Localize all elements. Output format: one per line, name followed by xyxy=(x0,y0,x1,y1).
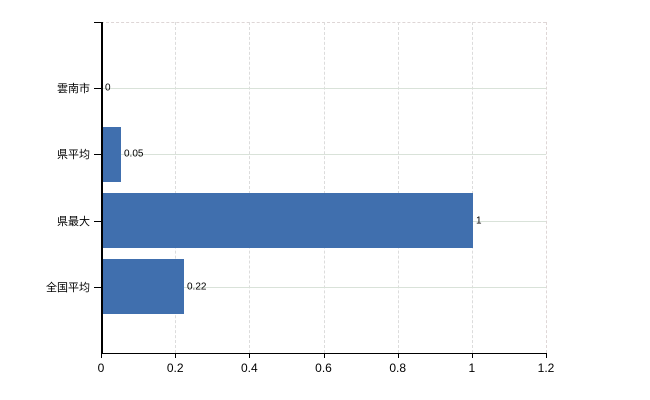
plot-border-right xyxy=(546,22,547,353)
h-gridline xyxy=(101,88,546,90)
h-gridline xyxy=(101,154,546,156)
bar-value-label: 0.05 xyxy=(124,148,144,160)
x-tick-label: 0.2 xyxy=(166,361,184,375)
x-tick-label: 1.2 xyxy=(537,361,555,375)
bar xyxy=(102,193,473,249)
y-axis-tick xyxy=(94,88,101,90)
y-axis xyxy=(101,22,103,353)
v-gridline xyxy=(323,22,325,353)
v-gridline xyxy=(397,22,399,353)
y-axis-tick xyxy=(94,154,101,156)
v-gridline xyxy=(471,22,473,353)
bar xyxy=(102,126,121,182)
x-axis-tick xyxy=(546,353,547,358)
x-axis-tick xyxy=(175,353,177,358)
x-tick-label: 0 xyxy=(97,361,105,375)
y-axis-tick xyxy=(94,286,101,288)
y-axis-tick xyxy=(94,220,101,222)
x-axis-tick xyxy=(101,353,102,358)
x-tick-label: 0.6 xyxy=(315,361,332,375)
x-tick-label: 0.4 xyxy=(240,361,258,375)
v-gridline xyxy=(175,22,177,353)
h-gridline xyxy=(101,286,546,288)
bar-value-label: 1 xyxy=(476,215,482,227)
v-gridline xyxy=(249,22,251,353)
x-tick-label: 0.8 xyxy=(389,361,406,375)
bar-value-label: 0 xyxy=(105,82,111,94)
category-label: 雲南市 xyxy=(57,83,90,96)
x-axis-tick xyxy=(249,353,251,358)
category-label: 県最大 xyxy=(57,215,90,228)
category-label: 県平均 xyxy=(57,149,90,162)
x-axis-tick xyxy=(471,353,473,358)
x-axis-tick xyxy=(323,353,325,358)
x-axis xyxy=(101,353,547,354)
bar-value-label: 0.22 xyxy=(187,281,207,293)
bar xyxy=(102,259,184,315)
x-axis-tick xyxy=(397,353,399,358)
category-label: 全国平均 xyxy=(46,281,90,294)
y-axis-top-tick xyxy=(94,22,101,23)
x-tick-label: 1 xyxy=(468,361,476,375)
